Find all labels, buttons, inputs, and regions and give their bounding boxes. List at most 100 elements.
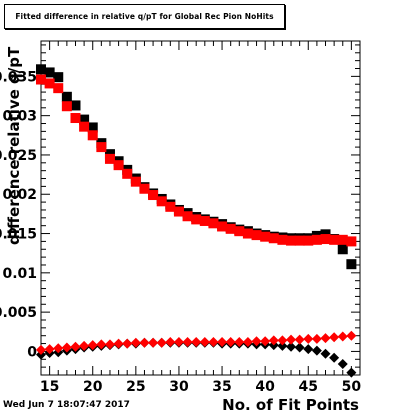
data-point (225, 336, 236, 347)
data-point (182, 336, 193, 347)
data-point (104, 339, 115, 350)
data-point (44, 78, 55, 89)
data-point (329, 352, 340, 363)
data-point (70, 113, 81, 124)
data-point (173, 206, 184, 217)
data-point (268, 233, 279, 244)
data-point (70, 341, 81, 352)
data-point (208, 336, 219, 347)
datestamp: Wed Jun 7 18:07:47 2017 (3, 400, 130, 410)
data-point (242, 336, 253, 347)
y-tick-label: 0.015 (0, 227, 37, 243)
data-point (217, 336, 228, 347)
x-tick-label: 35 (212, 379, 231, 395)
data-point (346, 259, 357, 270)
data-point (286, 341, 297, 352)
data-point (79, 114, 90, 125)
data-point (294, 235, 305, 246)
data-point (156, 196, 167, 207)
data-point (346, 367, 357, 378)
data-point (329, 332, 340, 343)
series-3 (36, 330, 357, 355)
data-point (53, 343, 64, 354)
data-point (217, 221, 228, 232)
data-point (87, 130, 98, 141)
x-tick-label: 30 (169, 379, 189, 395)
series-1 (36, 74, 357, 247)
data-point (122, 338, 133, 349)
y-tick-label: 0 (27, 344, 37, 360)
data-point (303, 344, 314, 355)
data-point (320, 333, 331, 344)
data-point (156, 337, 167, 348)
data-point (303, 333, 314, 344)
data-point (346, 330, 357, 341)
data-point (87, 340, 98, 351)
data-point (139, 337, 150, 348)
data-point (277, 335, 288, 346)
x-axis-label: No. of Fit Points (222, 396, 359, 414)
x-tick-label: 40 (255, 379, 275, 395)
data-point (260, 231, 271, 242)
data-point (87, 122, 98, 133)
data-point (113, 338, 124, 349)
data-point (242, 228, 253, 239)
y-tick-label: 0.03 (2, 109, 37, 125)
data-point (320, 234, 331, 245)
data-point (191, 214, 202, 225)
y-tick-label: 0.01 (2, 266, 37, 282)
data-point (208, 218, 219, 229)
data-series (36, 64, 357, 378)
y-tick-label: 0.02 (2, 187, 37, 203)
y-axis-label: difference relative q/pT (5, 46, 23, 245)
data-point (79, 340, 90, 351)
data-point (130, 176, 141, 187)
data-point (346, 236, 357, 247)
y-tick-label: 0.025 (0, 148, 37, 164)
chart-title: Fitted difference in relative q/pT for G… (4, 4, 285, 29)
data-point (173, 336, 184, 347)
data-point (277, 340, 288, 351)
x-axis: 15 20 25 30 35 40 45 50 (40, 41, 361, 395)
data-point (44, 344, 55, 355)
data-point (234, 336, 245, 347)
x-tick-label: 15 (40, 379, 59, 395)
data-point (337, 244, 348, 255)
data-point (286, 235, 297, 246)
data-point (79, 121, 90, 132)
data-point (191, 336, 202, 347)
data-point (337, 234, 348, 245)
data-point (225, 223, 236, 234)
data-point (260, 336, 271, 347)
x-tick-label: 50 (342, 379, 362, 395)
data-point (61, 101, 72, 112)
y-axis: 0 0.005 0.01 0.015 0.02 0.025 0.03 0.035 (0, 44, 360, 376)
data-point (61, 342, 72, 353)
data-point (234, 226, 245, 237)
x-tick-label: 25 (126, 379, 145, 395)
data-point (36, 344, 46, 355)
data-point (165, 336, 176, 347)
plot-area-border (40, 40, 361, 376)
data-point (165, 201, 176, 212)
data-point (36, 64, 46, 75)
data-point (286, 334, 297, 345)
x-tick-label: 45 (299, 379, 318, 395)
data-point (311, 333, 322, 344)
data-point (303, 235, 314, 246)
data-point (251, 230, 262, 241)
data-point (320, 348, 331, 359)
data-point (337, 331, 348, 342)
data-point (311, 234, 322, 245)
data-point (113, 160, 124, 171)
data-point (148, 337, 159, 348)
data-point (182, 211, 193, 222)
data-point (294, 342, 305, 353)
data-point (199, 336, 210, 347)
y-tick-label: 0.035 (0, 69, 37, 85)
data-point (139, 183, 150, 194)
plot-frame (40, 40, 361, 376)
data-point (294, 334, 305, 345)
data-point (53, 72, 64, 83)
